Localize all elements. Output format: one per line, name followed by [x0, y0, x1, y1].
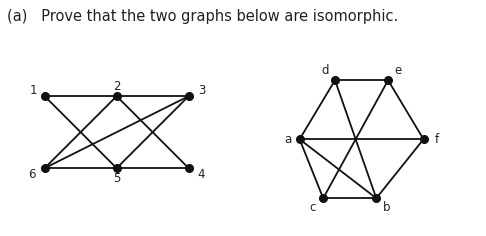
- Text: 1: 1: [30, 84, 37, 97]
- Text: 3: 3: [198, 84, 205, 97]
- Text: d: d: [322, 64, 330, 77]
- Text: 2: 2: [113, 80, 121, 93]
- Text: b: b: [383, 201, 391, 214]
- Text: f: f: [434, 133, 438, 146]
- Text: e: e: [394, 64, 401, 77]
- Text: 5: 5: [113, 173, 121, 185]
- Text: 6: 6: [28, 168, 35, 181]
- Text: (a)   Prove that the two graphs below are isomorphic.: (a) Prove that the two graphs below are …: [7, 9, 399, 25]
- Text: c: c: [310, 201, 316, 214]
- Text: 4: 4: [198, 168, 206, 181]
- Text: a: a: [284, 133, 292, 146]
